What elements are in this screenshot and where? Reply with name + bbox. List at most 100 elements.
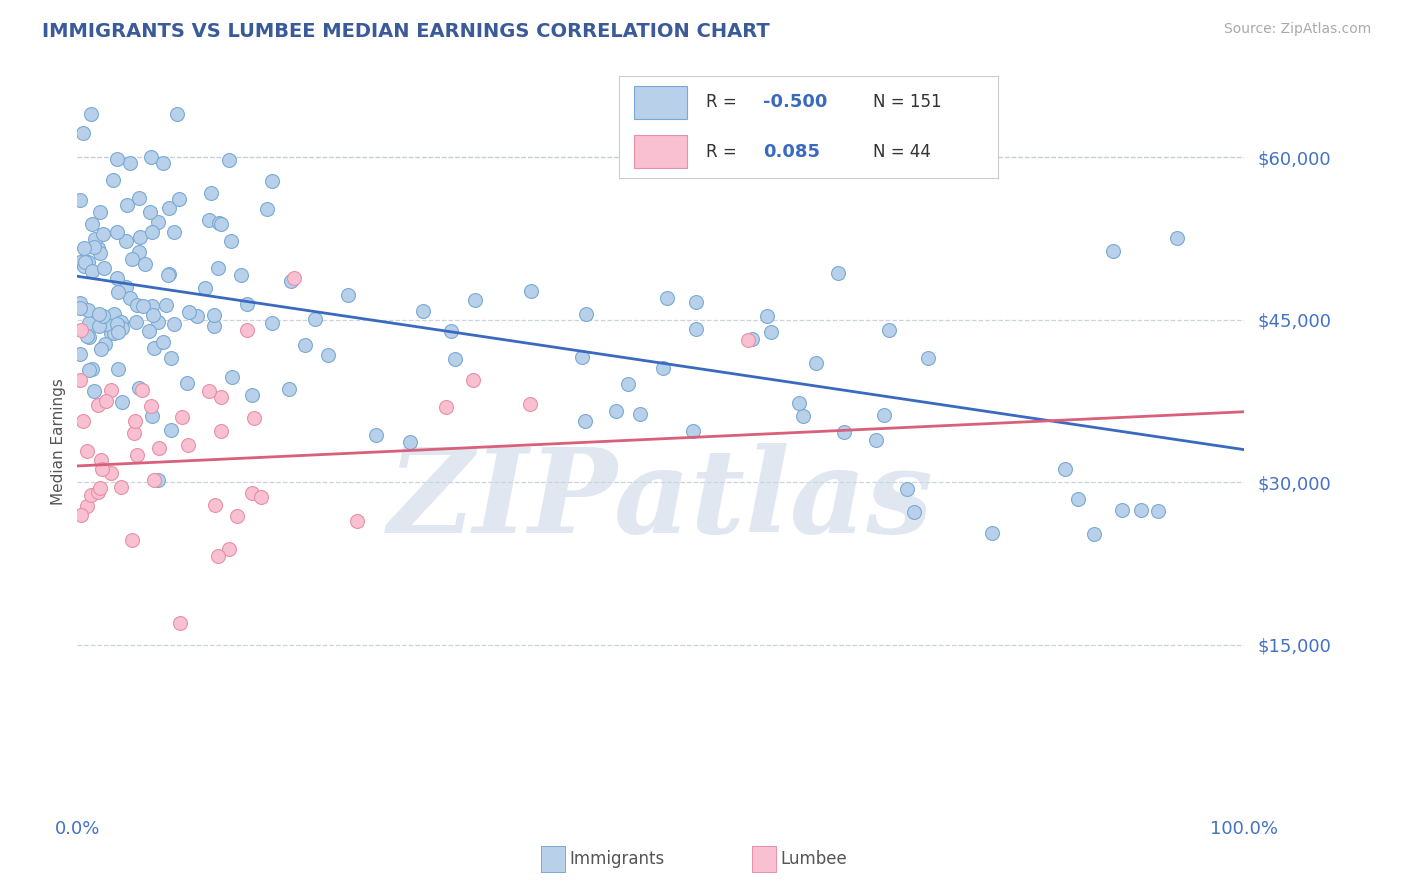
Point <box>94 394 117 409</box>
Point <box>827 266 849 280</box>
Point <box>792 409 814 423</box>
Point <box>250 490 273 504</box>
Point <box>110 480 132 494</box>
Point <box>93 261 115 276</box>
Point <box>832 425 855 439</box>
Point <box>69 347 91 361</box>
Text: R =: R = <box>706 143 742 161</box>
Point <box>100 326 122 340</box>
Point <box>283 270 305 285</box>
Point <box>202 319 225 334</box>
Point <box>262 316 284 330</box>
Text: N = 151: N = 151 <box>873 94 942 112</box>
Point <box>138 324 160 338</box>
Point <box>236 323 259 337</box>
Point <box>262 174 284 188</box>
Point <box>1111 503 1133 517</box>
Point <box>69 323 91 337</box>
Point <box>76 443 98 458</box>
Point <box>69 194 91 208</box>
Point <box>685 321 707 335</box>
Y-axis label: Median Earnings: Median Earnings <box>51 378 66 505</box>
Text: ZIPatlas: ZIPatlas <box>388 442 934 558</box>
Point <box>207 216 229 230</box>
Text: Lumbee: Lumbee <box>780 850 846 868</box>
Point <box>125 315 148 329</box>
Point <box>170 409 193 424</box>
Point <box>163 318 186 332</box>
Point <box>121 533 143 548</box>
Point <box>186 310 208 324</box>
Point <box>873 409 896 423</box>
Point <box>142 341 165 355</box>
Text: IMMIGRANTS VS LUMBEE MEDIAN EARNINGS CORRELATION CHART: IMMIGRANTS VS LUMBEE MEDIAN EARNINGS COR… <box>42 22 770 41</box>
Point <box>209 390 232 404</box>
Point <box>682 425 704 439</box>
Point <box>89 205 111 219</box>
Point <box>86 485 108 500</box>
Point <box>209 425 232 439</box>
Point <box>444 352 467 367</box>
Point <box>981 525 1004 540</box>
Point <box>141 299 163 313</box>
Point <box>221 369 243 384</box>
Point <box>605 404 627 418</box>
Point <box>896 483 918 497</box>
Point <box>280 274 302 288</box>
Point <box>87 398 110 412</box>
Point <box>685 295 707 310</box>
Point <box>204 498 226 512</box>
Point <box>277 383 299 397</box>
Point <box>207 549 229 564</box>
Point <box>198 384 221 398</box>
Point <box>82 264 104 278</box>
Point <box>69 508 91 522</box>
Point <box>105 225 128 239</box>
Point <box>741 333 763 347</box>
Point <box>115 280 138 294</box>
Point <box>294 338 316 352</box>
Point <box>124 425 146 440</box>
Point <box>103 307 125 321</box>
Point <box>160 423 183 437</box>
Point <box>139 150 162 164</box>
Point <box>617 377 640 392</box>
Point <box>80 488 103 502</box>
Point <box>115 235 138 249</box>
FancyBboxPatch shape <box>634 87 688 119</box>
Point <box>105 270 128 285</box>
Point <box>160 351 183 365</box>
Point <box>94 337 117 351</box>
Point <box>75 255 97 269</box>
Point <box>903 505 925 519</box>
Point <box>72 415 94 429</box>
Point <box>127 448 149 462</box>
Point <box>76 499 98 513</box>
Point <box>83 384 105 398</box>
Point <box>90 343 112 357</box>
Point <box>110 320 132 334</box>
Point <box>128 245 150 260</box>
Point <box>146 473 169 487</box>
Text: 0.085: 0.085 <box>763 143 820 161</box>
Point <box>148 441 170 455</box>
Point <box>304 311 326 326</box>
Point <box>69 374 91 388</box>
Point <box>142 308 165 322</box>
Point <box>198 213 221 227</box>
Point <box>226 509 249 524</box>
Point <box>877 323 900 337</box>
Point <box>107 362 129 376</box>
Point <box>176 376 198 390</box>
Point <box>412 304 434 318</box>
Point <box>146 215 169 229</box>
Point <box>737 333 759 347</box>
Point <box>1130 503 1153 517</box>
Point <box>127 298 149 312</box>
Point <box>105 317 128 331</box>
Point <box>107 325 129 339</box>
Point <box>176 438 198 452</box>
Point <box>337 288 360 302</box>
Point <box>865 434 887 448</box>
Point <box>155 298 177 312</box>
